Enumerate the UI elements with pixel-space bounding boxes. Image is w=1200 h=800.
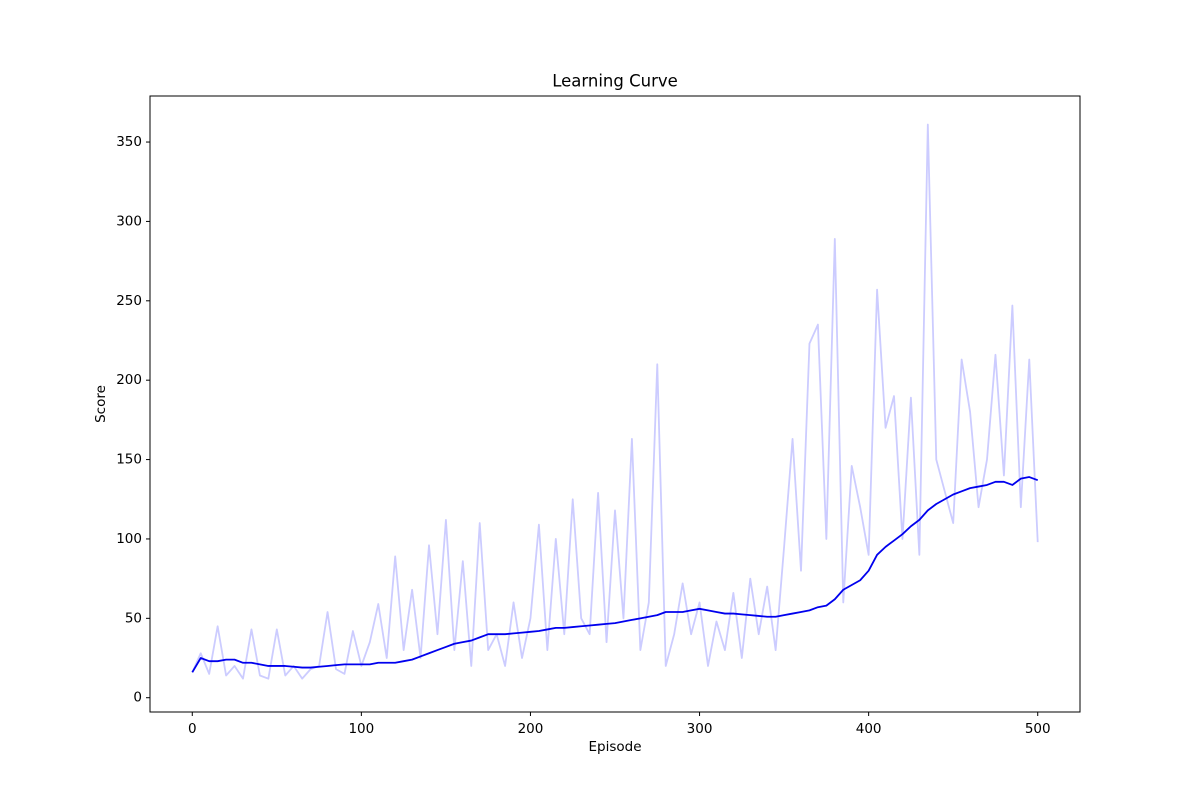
y-tick-label: 50: [125, 610, 142, 626]
y-tick-label: 300: [116, 213, 142, 229]
x-tick-label: 300: [687, 721, 713, 737]
y-tick-label: 100: [116, 531, 142, 547]
plot-frame: [149, 95, 1081, 713]
x-tick-label: 100: [348, 721, 374, 737]
y-tick-label: 0: [133, 690, 142, 706]
y-axis-label: Score: [93, 385, 109, 423]
y-tick-label: 150: [116, 452, 142, 468]
y-tick-label: 200: [116, 372, 142, 388]
chart-title: Learning Curve: [552, 72, 678, 91]
line: [191, 123, 1039, 680]
line: [191, 476, 1039, 673]
y-tick-label: 350: [116, 134, 142, 150]
x-tick-label: 200: [518, 721, 544, 737]
y-tick-label: 250: [116, 293, 142, 309]
x-axis-label: Episode: [588, 739, 641, 755]
x-tick-label: 400: [856, 721, 882, 737]
x-tick-label: 0: [188, 721, 197, 737]
x-tick-label: 500: [1025, 721, 1051, 737]
